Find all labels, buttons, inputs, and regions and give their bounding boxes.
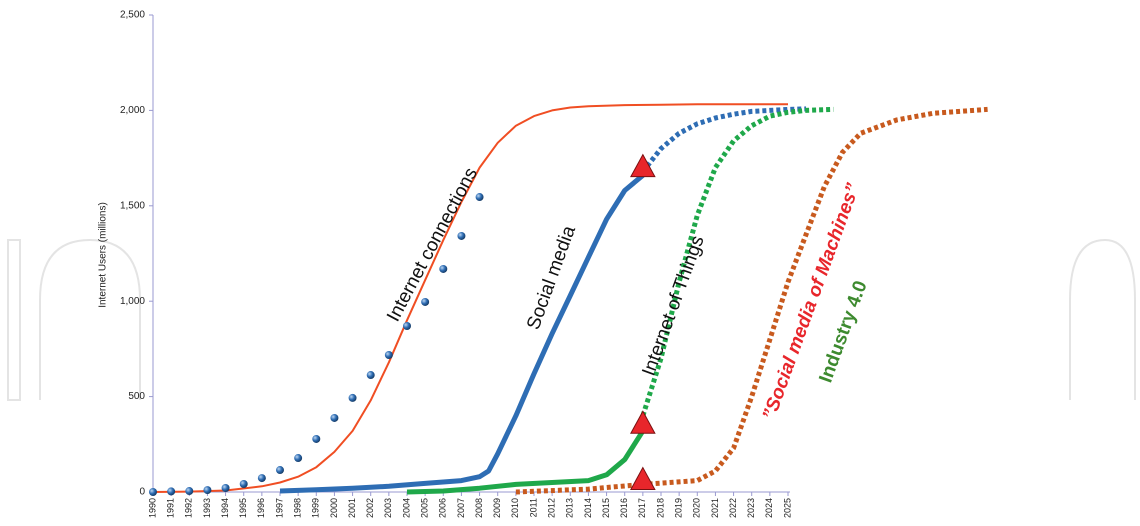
data-point: [257, 474, 266, 483]
y-axis-label: Internet Users (millions): [98, 202, 109, 308]
x-tick-label: 1997: [274, 498, 284, 518]
y-tick-label: 1,000: [120, 296, 145, 307]
data-point: [312, 434, 321, 443]
x-tick-label: 2004: [401, 498, 411, 518]
triangle-marker: [630, 153, 656, 178]
data-point: [348, 393, 357, 402]
x-tick-label: 2024: [764, 498, 774, 518]
x-tick-label: 1999: [311, 498, 321, 518]
data-point: [203, 486, 212, 495]
data-point: [167, 487, 176, 496]
x-tick-label: 2012: [547, 498, 557, 518]
x-tick-label: 2000: [329, 498, 339, 518]
data-point: [403, 322, 411, 331]
x-tick-label: 2018: [655, 498, 665, 518]
x-tick-label: 2017: [637, 498, 647, 518]
x-tick-label: 1992: [184, 498, 194, 518]
x-tick-label: 1991: [166, 498, 176, 518]
x-tick-label: 2005: [420, 498, 430, 518]
y-tick-label: 500: [128, 391, 145, 402]
dotted-line: [515, 106, 988, 495]
triangle-marker: [630, 466, 656, 491]
x-tick-label: 1995: [238, 498, 248, 518]
y-tick-label: 0: [139, 487, 145, 498]
data-point: [475, 193, 484, 202]
x-tick-label: 2008: [474, 498, 484, 518]
x-tick-label: 2023: [746, 498, 756, 518]
x-tick-label: 2009: [492, 498, 502, 518]
x-tick-label: 2002: [365, 498, 375, 518]
x-tick-label: 2006: [438, 498, 448, 518]
x-tick-label: 1990: [147, 498, 157, 518]
x-tick-label: 2022: [728, 498, 738, 518]
x-tick-label: 2025: [782, 498, 792, 518]
data-point: [276, 466, 284, 475]
x-tick-label: 1994: [220, 498, 230, 518]
dotted-line: [640, 106, 807, 174]
data-point: [149, 488, 157, 496]
x-tick-label: 2010: [510, 498, 520, 518]
dotted-line: [640, 106, 834, 417]
y-tick-label: 2,000: [120, 105, 145, 116]
x-tick-label: 1993: [202, 498, 212, 518]
annotation: Social media: [523, 223, 580, 333]
line: [152, 103, 788, 493]
x-tick-label: 2003: [383, 498, 393, 518]
y-tick-label: 2,500: [120, 10, 145, 21]
x-tick-label: 2015: [601, 498, 611, 518]
annotation: Internet connections: [383, 164, 482, 325]
x-tick-label: 2016: [619, 498, 629, 518]
triangle-marker: [630, 410, 656, 434]
x-tick-label: 2001: [347, 498, 357, 518]
annotation: Internet of Things: [638, 233, 708, 379]
x-tick-label: 2013: [565, 498, 575, 518]
x-tick-label: 1996: [256, 498, 266, 518]
data-point: [330, 413, 339, 422]
data-point: [185, 487, 194, 496]
x-tick-label: 2007: [456, 498, 466, 518]
data-point: [294, 454, 303, 463]
data-point: [421, 297, 430, 306]
x-tick-label: 2021: [710, 498, 720, 518]
data-point: [384, 351, 393, 360]
data-point: [239, 479, 248, 488]
data-point: [221, 483, 230, 492]
x-tick-label: 2020: [692, 498, 702, 518]
x-tick-label: 2011: [528, 498, 538, 517]
annotations: Internet connections Social media Intern…: [383, 164, 872, 423]
y-tick-label: 1,500: [120, 200, 145, 211]
line: [279, 173, 645, 494]
data-point: [439, 264, 448, 273]
data-point: [366, 371, 375, 380]
x-tick-label: 1998: [293, 498, 303, 518]
line: [406, 429, 646, 495]
x-tick-label: 2019: [674, 498, 684, 518]
watermark: [7, 238, 1136, 401]
data-point: [457, 231, 466, 240]
x-tick-label: 2014: [583, 498, 593, 518]
